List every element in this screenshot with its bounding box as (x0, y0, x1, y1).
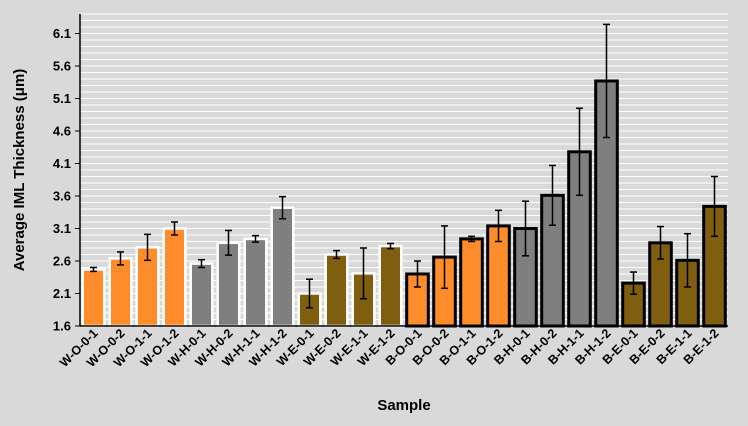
y-tick-label: 1.6 (53, 319, 71, 334)
error-bar-W-E-0-1 (306, 278, 313, 309)
error-bar-W-H-0-2 (225, 229, 232, 256)
error-bar-W-O-0-1 (90, 266, 97, 273)
bar-W-O-0-1 (81, 268, 106, 328)
bar-W-E-1-2 (378, 244, 403, 328)
error-bar-W-O-1-2 (171, 221, 178, 236)
error-bar-B-H-1-1 (576, 107, 583, 197)
error-bar-W-E-0-2 (333, 249, 340, 260)
bar-W-O-0-2 (108, 257, 133, 328)
error-bar-B-O-0-1 (414, 260, 421, 288)
error-bar-B-E-0-2 (657, 225, 664, 260)
error-bar-W-E-1-2 (387, 242, 394, 250)
y-tick-label: 2.1 (53, 286, 71, 301)
error-bar-B-H-0-1 (522, 200, 529, 257)
error-bar-W-H-0-1 (198, 258, 205, 269)
bar-W-O-1-2 (162, 227, 187, 328)
error-bar-B-E-0-1 (630, 271, 637, 295)
error-bar-B-O-0-2 (441, 225, 448, 290)
error-bars (90, 23, 718, 309)
y-tick-label: 4.6 (53, 124, 71, 139)
error-bar-W-O-1-1 (144, 233, 151, 262)
error-bar-B-E-1-2 (711, 175, 718, 238)
y-tick-label: 4.1 (53, 156, 71, 171)
error-bar-W-H-1-1 (252, 234, 259, 243)
y-tick-label: 6.1 (53, 26, 71, 41)
y-tick-label: 3.6 (53, 189, 71, 204)
y-tick-label: 2.6 (53, 254, 71, 269)
gridlines (80, 13, 728, 320)
y-tick-label: 5.6 (53, 59, 71, 74)
x-tick-labels: W-O-0-1W-O-0-2W-O-1-1W-O-1-2W-H-0-1W-H-0… (57, 326, 722, 370)
error-bar-B-O-1-1 (468, 235, 475, 243)
error-bar-B-E-1-1 (684, 232, 691, 288)
error-bar-B-H-1-2 (603, 23, 610, 139)
y-tick-label: 5.1 (53, 91, 71, 106)
x-axis-title: Sample (377, 397, 430, 414)
bar-W-H-1-1 (243, 237, 268, 328)
error-bar-W-E-1-1 (360, 247, 367, 300)
error-bar-B-H-0-2 (549, 164, 556, 226)
bar-B-O-1-1 (459, 237, 484, 328)
y-tick-labels: 1.6 2.1 2.6 3.1 3.6 4.1 4.6 5.1 5.6 6.1 (53, 26, 80, 334)
bar-W-H-0-1 (189, 262, 214, 328)
error-bar-B-O-1-2 (495, 209, 502, 243)
error-bar-W-O-0-2 (117, 251, 124, 266)
y-axis-title: Average IML Thickness (μm) (11, 69, 28, 272)
y-tick-label: 3.1 (53, 221, 71, 236)
error-bar-W-H-1-2 (279, 195, 286, 220)
bar-W-H-1-2 (270, 206, 295, 328)
bar-W-E-0-2 (324, 253, 349, 328)
